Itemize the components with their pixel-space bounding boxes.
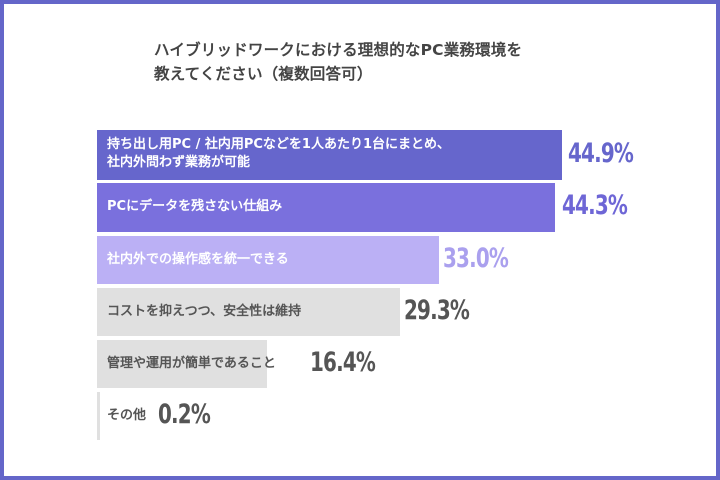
bar-label: その他	[107, 408, 147, 423]
bar-value: 0.2%	[158, 399, 211, 430]
chart-title-line-2: 教えてください（複数回答可）	[154, 65, 373, 83]
bar-value: 44.9%	[568, 138, 634, 169]
bar-portable-pc-unified: 持ち出し用PC / 社内用PCなどを1人あたり1台にまとめ、 社内外問わず業務が…	[97, 130, 562, 180]
bar-label: PCにデータを残さない仕組み	[107, 199, 283, 214]
bar-label-line-1: 持ち出し用PC / 社内用PCなどを1人あたり1台にまとめ、	[107, 137, 451, 152]
chart-title-line-1: ハイブリッドワークにおける理想的なPC業務環境を	[154, 41, 523, 59]
bar-value: 16.4%	[310, 347, 376, 378]
chart-title: ハイブリッドワークにおける理想的なPC業務環境を 教えてください（複数回答可）	[154, 38, 522, 86]
bar-value: 33.0%	[443, 243, 509, 274]
bar-easy-management: 管理や運用が簡単であること	[97, 340, 276, 388]
bar-label: 社内外での操作感を統一できる	[107, 252, 289, 267]
bar-label: 管理や運用が簡単であること	[107, 356, 276, 371]
bar-label: コストを抑えつつ、安全性は維持	[107, 304, 302, 319]
bar-no-data-on-pc: PCにデータを残さない仕組み	[97, 183, 555, 232]
bar-label-line-2: 社内外問わず業務が可能	[107, 155, 251, 170]
bar-cost-security: コストを抑えつつ、安全性は維持	[97, 288, 400, 336]
bar-value: 29.3%	[404, 295, 470, 326]
bar-unified-experience: 社内外での操作感を統一できる	[97, 236, 439, 284]
bar-value: 44.3%	[562, 190, 628, 221]
bar-other: その他	[97, 392, 146, 440]
bar-label: 持ち出し用PC / 社内用PCなどを1人あたり1台にまとめ、 社内外問わず業務が…	[107, 136, 450, 172]
